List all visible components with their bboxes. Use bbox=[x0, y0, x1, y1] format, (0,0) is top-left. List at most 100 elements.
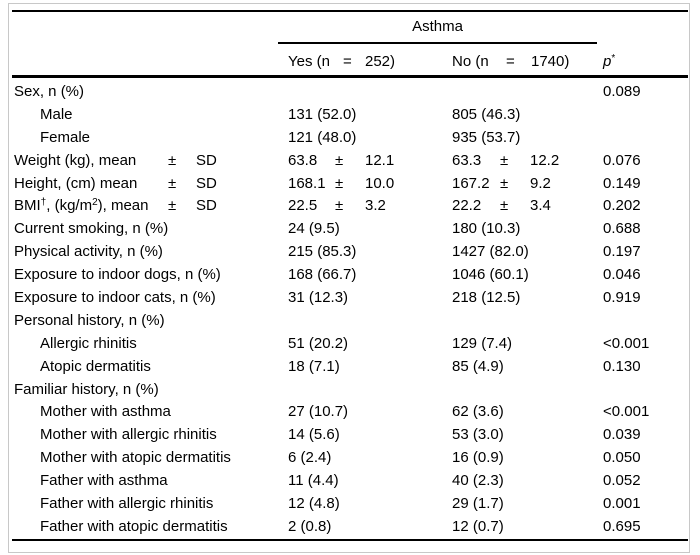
table-row: Father with asthma 11 (4.4) 40 (2.3) 0.052 bbox=[12, 470, 688, 493]
plus-minus-symbol: ± bbox=[335, 151, 344, 169]
row-label: Sex, n (%) bbox=[14, 83, 85, 100]
table-row: Female 121 (48.0) 935 (53.7) bbox=[12, 127, 688, 150]
p-value-cell: 0.046 bbox=[603, 266, 641, 284]
sd-value: 3.2 bbox=[365, 197, 386, 215]
table-row: Familiar history, n (%) bbox=[12, 379, 688, 402]
row-label: Father with asthma bbox=[40, 472, 168, 490]
table-row: Mother with asthma 27 (10.7) 62 (3.6) <0.00… bbox=[12, 401, 688, 424]
table-row: Exposure to indoor cats, n (%) 31 (12.3) 2… bbox=[12, 287, 688, 310]
table-row: Personal history, n (%) bbox=[12, 310, 688, 333]
row-label: Allergic rhinitis bbox=[40, 334, 137, 352]
p-value-cell: 0.695 bbox=[603, 517, 641, 535]
no-value-cell: 167.2 ±9.2 bbox=[448, 173, 599, 196]
column-header-row: Yes (n = 252) No (n = 1740) p* bbox=[12, 44, 688, 75]
yes-value-cell: 18 (7.1) bbox=[288, 357, 340, 375]
p-value-cell: 0.052 bbox=[603, 472, 641, 490]
plus-minus-symbol: ± bbox=[335, 197, 344, 215]
p-value-cell: 0.050 bbox=[603, 449, 641, 467]
table-row: Atopic dermatitis 18 (7.1) 85 (4.9) 0.130 bbox=[12, 356, 688, 379]
no-value-cell: 805 (46.3) bbox=[452, 105, 521, 123]
table-row: Weight (kg), mean ± SD 63.8 ±12.1 63.3 ±12.2 0.… bbox=[12, 150, 688, 173]
row-label: Female bbox=[40, 128, 91, 146]
group-header-label: Asthma bbox=[412, 18, 463, 35]
plus-minus-symbol: ± bbox=[168, 197, 177, 215]
yes-value-cell: 2 (0.8) bbox=[288, 517, 332, 535]
yes-value-cell: 22.5 ±3.2 bbox=[284, 195, 448, 218]
yes-value-cell: 14 (5.6) bbox=[288, 426, 340, 444]
yes-value-cell: 27 (10.7) bbox=[288, 403, 349, 421]
row-label: Exposure to indoor cats, n (%) bbox=[14, 289, 216, 307]
row-label: Atopic dermatitis bbox=[40, 357, 151, 375]
table-row: Mother with atopic dermatitis 6 (2.4) 16 (… bbox=[12, 447, 688, 470]
bottom-rule bbox=[12, 538, 688, 541]
p-value-cell: <0.001 bbox=[603, 334, 650, 352]
p-value-cell: 0.089 bbox=[603, 83, 641, 100]
p-value-cell: 0.001 bbox=[603, 495, 641, 513]
no-value-cell: 85 (4.9) bbox=[452, 357, 504, 375]
p-value-cell: 0.919 bbox=[603, 289, 641, 307]
sd-label: SD bbox=[196, 174, 217, 192]
no-value-cell: 29 (1.7) bbox=[452, 495, 504, 513]
table-row: Exposure to indoor dogs, n (%) 168 (66.7)… bbox=[12, 264, 688, 287]
group-header-row: Asthma bbox=[12, 12, 688, 44]
yes-value-cell: 24 (9.5) bbox=[288, 220, 340, 238]
table-body: Sex, n (%) 0.089 Male 131 (52.0) 805 (46.3) F… bbox=[12, 78, 688, 539]
yes-header-n: 252) bbox=[365, 53, 396, 70]
column-header-yes: Yes (n = 252) bbox=[284, 53, 448, 70]
sd-value: 10.0 bbox=[365, 174, 395, 192]
row-label: Father with atopic dermatitis bbox=[40, 517, 228, 535]
no-value-cell: 63.3 ±12.2 bbox=[448, 150, 599, 173]
header-divider-rule bbox=[12, 75, 688, 78]
row-label: Personal history, n (%) bbox=[14, 311, 165, 329]
superscript: † bbox=[40, 197, 47, 209]
table-row: Mother with allergic rhinitis 14 (5.6) 53 … bbox=[12, 424, 688, 447]
no-value-cell: 12 (0.7) bbox=[452, 517, 504, 535]
yes-header-equals: = bbox=[343, 53, 352, 70]
no-value-cell: 16 (0.9) bbox=[452, 449, 504, 467]
row-label: Mother with atopic dermatitis bbox=[40, 449, 231, 467]
plus-minus-symbol: ± bbox=[500, 151, 509, 169]
p-value-cell: 0.197 bbox=[603, 243, 641, 261]
column-header-p: p* bbox=[599, 53, 688, 70]
row-label: Mother with asthma bbox=[40, 403, 171, 421]
row-label: Exposure to indoor dogs, n (%) bbox=[14, 266, 221, 284]
row-label: BMI†, (kg/m2), mean ± SD bbox=[12, 195, 284, 218]
p-value-cell: 0.202 bbox=[603, 197, 641, 215]
yes-value-cell: 6 (2.4) bbox=[288, 449, 332, 467]
p-value-cell: 0.130 bbox=[603, 357, 641, 375]
yes-value-cell: 215 (85.3) bbox=[288, 243, 357, 261]
yes-value-cell: 168.1 ±10.0 bbox=[284, 173, 448, 196]
sd-label: SD bbox=[196, 151, 217, 169]
yes-header-prefix: Yes (n bbox=[288, 53, 330, 70]
no-value-cell: 62 (3.6) bbox=[452, 403, 504, 421]
row-label: Mother with allergic rhinitis bbox=[40, 426, 217, 444]
p-value-cell: 0.039 bbox=[603, 426, 641, 444]
plus-minus-symbol: ± bbox=[168, 174, 177, 192]
sd-label: SD bbox=[196, 197, 217, 215]
table-row: Father with allergic rhinitis 12 (4.8) 29 … bbox=[12, 493, 688, 516]
plus-minus-symbol: ± bbox=[500, 174, 509, 192]
yes-value-cell: 131 (52.0) bbox=[288, 105, 357, 123]
plus-minus-symbol: ± bbox=[335, 174, 344, 192]
table-row: Current smoking, n (%) 24 (9.5) 180 (10.3)… bbox=[12, 218, 688, 241]
no-value-cell: 935 (53.7) bbox=[452, 128, 521, 146]
group-header-asthma: Asthma bbox=[278, 12, 597, 44]
yes-value-cell: 168 (66.7) bbox=[288, 266, 357, 284]
p-value-cell: 0.688 bbox=[603, 220, 641, 238]
row-label: Father with allergic rhinitis bbox=[40, 495, 214, 513]
column-header-no: No (n = 1740) bbox=[448, 53, 599, 70]
no-header-equals: = bbox=[506, 53, 515, 70]
plus-minus-symbol: ± bbox=[168, 151, 177, 169]
row-label: Height, (cm) mean ± SD bbox=[12, 173, 284, 196]
no-value-cell: 1046 (60.1) bbox=[452, 266, 529, 284]
p-header-asterisk: * bbox=[611, 53, 616, 64]
table-row: BMI†, (kg/m2), mean ± SD 22.5 ±3.2 22.2 ±3.4 0.… bbox=[12, 195, 688, 218]
sd-value: 9.2 bbox=[530, 174, 551, 192]
no-value-cell: 218 (12.5) bbox=[452, 289, 521, 307]
yes-value-cell: 51 (20.2) bbox=[288, 334, 349, 352]
no-header-n: 1740) bbox=[531, 53, 570, 70]
table-row: Allergic rhinitis 51 (20.2) 129 (7.4) <0.00… bbox=[12, 333, 688, 356]
no-value-cell: 129 (7.4) bbox=[452, 334, 513, 352]
row-label: Physical activity, n (%) bbox=[14, 243, 163, 261]
no-value-cell: 53 (3.0) bbox=[452, 426, 504, 444]
